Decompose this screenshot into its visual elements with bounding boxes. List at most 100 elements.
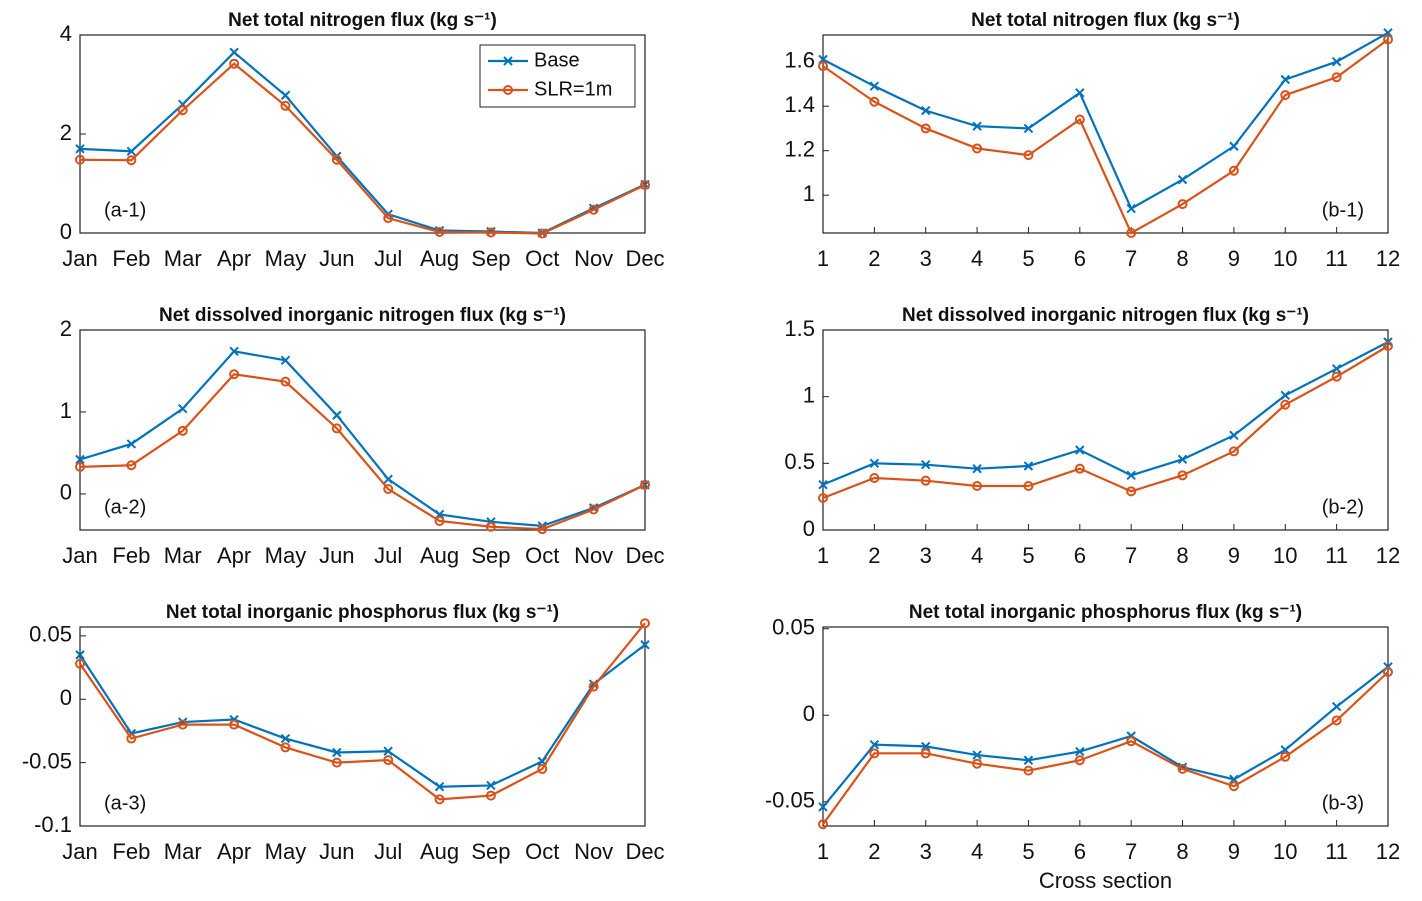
marker xyxy=(229,58,240,69)
x-tick-label: 4 xyxy=(971,543,983,568)
marker xyxy=(1383,34,1393,45)
marker xyxy=(1229,141,1239,151)
x-tick-label: 3 xyxy=(920,543,932,568)
y-tick-label: 0 xyxy=(60,480,72,505)
marker xyxy=(280,742,291,753)
x-tick-label: Sep xyxy=(471,839,510,864)
marker xyxy=(229,47,239,58)
marker xyxy=(383,755,394,766)
x-tick-label: 12 xyxy=(1376,543,1400,568)
marker xyxy=(869,739,880,750)
x-tick-label: 8 xyxy=(1176,839,1188,864)
x-tick-label: 4 xyxy=(971,246,983,271)
x-tick-label: Feb xyxy=(112,246,150,271)
marker xyxy=(640,179,650,190)
marker xyxy=(1331,56,1342,67)
chart-title: Net total nitrogen flux (kg s⁻¹) xyxy=(971,10,1240,31)
axes-box xyxy=(822,329,1389,531)
marker xyxy=(1177,199,1188,210)
marker xyxy=(485,227,496,238)
y-tick-label: 0 xyxy=(803,701,815,726)
x-tick-label: Apr xyxy=(217,543,251,568)
marker xyxy=(972,463,982,474)
x-tick-label: 7 xyxy=(1125,543,1137,568)
y-tick-label: 0.05 xyxy=(772,615,815,640)
x-tick-label: 2 xyxy=(868,246,880,271)
marker xyxy=(869,81,880,91)
x-tick-label: 10 xyxy=(1273,543,1297,568)
x-tick-label: 9 xyxy=(1228,246,1240,271)
marker xyxy=(434,227,445,238)
y-tick-label: 0.05 xyxy=(29,622,72,647)
x-tick-label: Sep xyxy=(471,543,510,568)
x-tick-label: 12 xyxy=(1376,839,1400,864)
marker xyxy=(1126,228,1137,238)
x-tick-label: Mar xyxy=(164,543,202,568)
x-tick-label: 2 xyxy=(868,543,880,568)
marker xyxy=(75,461,85,472)
legend-box xyxy=(479,44,636,108)
y-tick-label: 2 xyxy=(60,316,72,341)
marker xyxy=(280,100,291,111)
marker xyxy=(1331,715,1342,726)
marker xyxy=(331,154,342,165)
marker xyxy=(1126,203,1136,214)
x-tick-label: Feb xyxy=(112,839,150,864)
marker xyxy=(1331,701,1342,712)
marker xyxy=(818,819,828,830)
marker xyxy=(1075,746,1085,757)
marker xyxy=(178,403,188,414)
legend-label: SLR=1m xyxy=(534,78,612,100)
y-tick-label: -0.05 xyxy=(22,748,72,773)
marker xyxy=(75,658,85,669)
y-tick-label: 0 xyxy=(803,516,815,541)
marker xyxy=(537,228,548,239)
y-tick-label: -0.05 xyxy=(765,788,815,813)
marker xyxy=(972,121,982,131)
x-tick-label: Jan xyxy=(62,246,97,271)
series-line xyxy=(79,643,646,788)
x-tick-label: Oct xyxy=(525,839,559,864)
legend-marker xyxy=(503,56,513,66)
panel-label: (a-3) xyxy=(104,792,146,814)
y-tick-label: -0.1 xyxy=(34,812,72,837)
marker xyxy=(869,473,880,483)
marker xyxy=(972,481,983,491)
x-tick-label: 8 xyxy=(1176,246,1188,271)
marker xyxy=(126,733,137,744)
marker xyxy=(1229,774,1239,784)
marker xyxy=(818,479,828,490)
series-line xyxy=(79,373,646,531)
y-tick-label: 4 xyxy=(60,21,72,46)
marker xyxy=(1126,486,1137,497)
marker xyxy=(1229,430,1239,441)
series-line xyxy=(822,671,1389,825)
y-tick-label: 0 xyxy=(60,685,72,710)
marker xyxy=(1280,751,1291,762)
marker xyxy=(486,780,496,791)
marker xyxy=(588,204,599,215)
marker xyxy=(588,504,599,515)
marker xyxy=(1280,74,1290,85)
marker xyxy=(177,105,188,116)
marker xyxy=(818,61,828,72)
marker xyxy=(383,213,394,224)
x-tick-label: Feb xyxy=(112,543,150,568)
marker xyxy=(1228,781,1239,792)
x-tick-label: 4 xyxy=(971,839,983,864)
marker xyxy=(588,679,599,689)
x-tick-label: 6 xyxy=(1074,246,1086,271)
chart-title: Net total inorganic phosphorus flux (kg … xyxy=(166,602,559,623)
legend: Base SLR=1m xyxy=(479,44,636,108)
series-line xyxy=(822,31,1389,211)
marker xyxy=(434,794,445,805)
x-tick-label: Dec xyxy=(625,543,664,568)
marker xyxy=(1023,481,1034,491)
marker xyxy=(1126,736,1137,747)
x-tick-label: Jun xyxy=(319,246,354,271)
series-line xyxy=(822,341,1389,486)
marker xyxy=(1280,745,1290,755)
y-tick-label: 1 xyxy=(60,398,72,423)
marker xyxy=(537,524,548,535)
marker xyxy=(1383,666,1393,677)
